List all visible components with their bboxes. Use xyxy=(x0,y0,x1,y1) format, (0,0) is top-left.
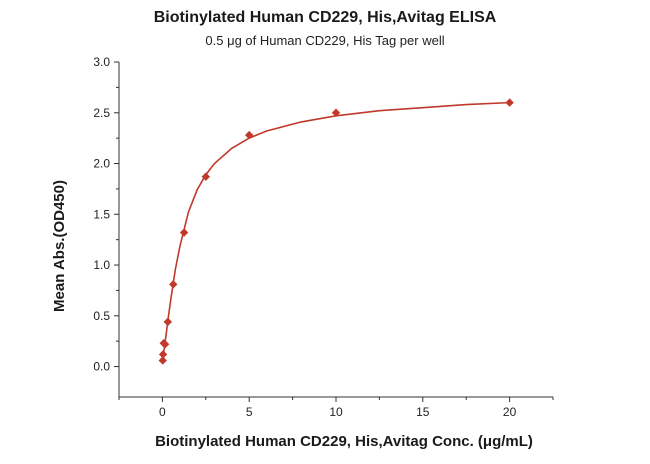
data-point xyxy=(163,317,173,327)
y-tick-label: 1.5 xyxy=(93,207,110,221)
data-point xyxy=(160,340,170,349)
chart-title: Biotinylated Human CD229, His,Avitag ELI… xyxy=(153,9,497,26)
fit-curve xyxy=(161,101,510,364)
chart-subtitle: 0.5 μg of Human CD229, His Tag per well xyxy=(205,33,445,48)
data-point xyxy=(245,130,254,140)
x-tick-label: 0 xyxy=(159,405,166,419)
x-axis-label: Biotinylated Human CD229, His,Avitag Con… xyxy=(155,433,533,450)
data-point xyxy=(201,172,210,181)
y-tick-label: 1.0 xyxy=(93,258,110,272)
x-tick-label: 20 xyxy=(503,405,517,419)
y-tick-label: 3.0 xyxy=(93,55,110,69)
y-tick-label: 2.0 xyxy=(93,157,110,171)
y-tick-label: 2.5 xyxy=(93,106,110,120)
data-point xyxy=(158,350,168,359)
x-tick-label: 15 xyxy=(416,405,430,419)
data-point xyxy=(331,108,341,117)
data-point xyxy=(169,280,178,289)
data-point xyxy=(179,228,189,237)
y-axis-label: Mean Abs.(OD450) xyxy=(51,180,68,312)
ticks: 0.0 0.5 1.0 1.5 2.0 2.5 3.0 0 5 10 15 20 xyxy=(93,55,554,419)
y-tick-label: 0.0 xyxy=(93,360,110,374)
y-tick-label: 0.5 xyxy=(93,309,110,323)
data-point xyxy=(158,356,167,365)
x-tick-label: 5 xyxy=(246,405,253,419)
x-tick-label: 10 xyxy=(329,405,343,419)
data-point xyxy=(505,98,514,107)
data-points xyxy=(158,98,514,365)
